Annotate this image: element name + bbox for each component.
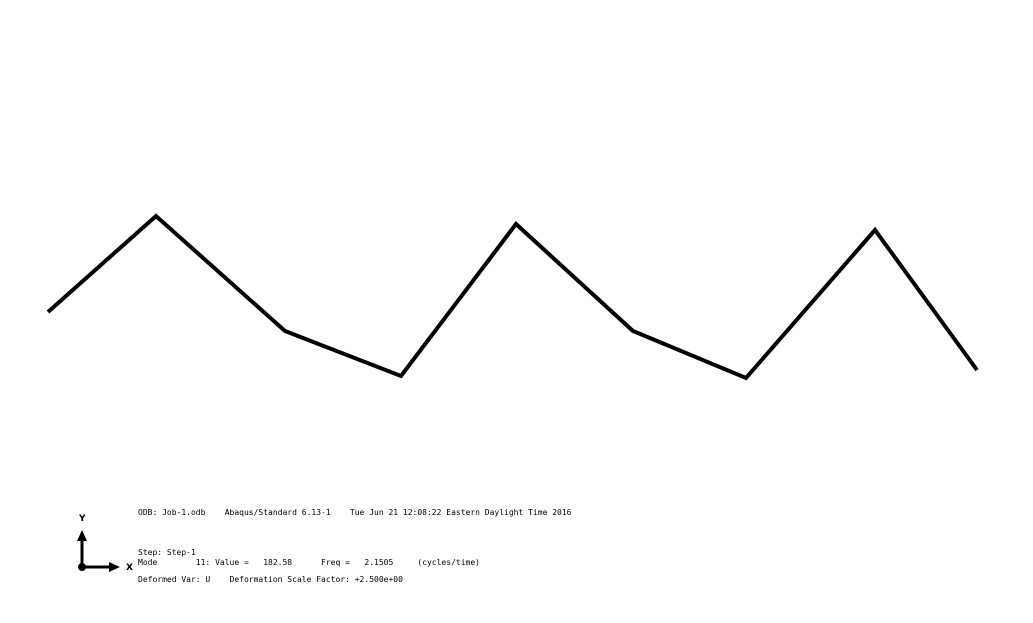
coordinate-triad: Y X [77, 514, 133, 573]
step-info-text: Step: Step-1 [138, 548, 196, 557]
deformation-info-text: Deformed Var: U Deformation Scale Factor… [138, 575, 403, 584]
triad-origin [78, 563, 86, 571]
triad-y-arrowhead [77, 530, 87, 541]
mode-info-text: Mode 11: Value = 182.58 Freq = 2.1505 (c… [138, 558, 480, 567]
deformed-mode-shape [46, 213, 979, 381]
triad-y-label: Y [78, 514, 86, 524]
odb-info-text: ODB: Job-1.odb Abaqus/Standard 6.13-1 Tu… [138, 508, 572, 517]
triad-x-label: X [126, 563, 133, 573]
triad-x-arrowhead [109, 562, 120, 572]
